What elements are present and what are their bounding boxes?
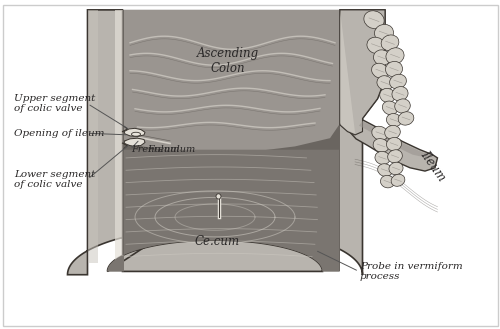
Ellipse shape	[372, 126, 388, 140]
Ellipse shape	[378, 164, 392, 176]
Polygon shape	[108, 10, 340, 271]
Ellipse shape	[375, 151, 390, 164]
Polygon shape	[68, 10, 385, 275]
Ellipse shape	[380, 89, 396, 102]
Text: Ascending
Colon: Ascending Colon	[196, 47, 258, 75]
Ellipse shape	[374, 50, 390, 65]
Polygon shape	[108, 150, 339, 271]
Ellipse shape	[372, 63, 388, 78]
Ellipse shape	[392, 87, 408, 101]
Ellipse shape	[374, 24, 394, 41]
Ellipse shape	[381, 35, 399, 51]
Text: Probe in vermiform
process: Probe in vermiform process	[360, 262, 463, 281]
Ellipse shape	[373, 139, 389, 152]
Ellipse shape	[132, 132, 140, 136]
Ellipse shape	[398, 112, 414, 125]
Polygon shape	[115, 10, 124, 263]
Ellipse shape	[391, 174, 405, 186]
Polygon shape	[340, 10, 385, 135]
Ellipse shape	[386, 138, 402, 151]
Ellipse shape	[394, 99, 410, 113]
Polygon shape	[340, 10, 355, 133]
Ellipse shape	[367, 37, 385, 54]
Ellipse shape	[382, 101, 398, 115]
Text: Upper segment
of colic valve: Upper segment of colic valve	[14, 94, 95, 113]
Text: Opening of ileum: Opening of ileum	[14, 129, 104, 138]
Text: Frenulum: Frenulum	[131, 145, 179, 154]
Ellipse shape	[389, 162, 403, 175]
Polygon shape	[124, 138, 145, 146]
Ellipse shape	[386, 62, 402, 77]
Text: Lower segment
of colic valve: Lower segment of colic valve	[14, 170, 95, 189]
Polygon shape	[359, 121, 432, 158]
Text: Frenulum: Frenulum	[148, 145, 196, 154]
Ellipse shape	[380, 175, 394, 188]
Ellipse shape	[390, 74, 406, 89]
Ellipse shape	[386, 48, 404, 64]
Polygon shape	[88, 10, 98, 263]
Text: Ileum: Ileum	[418, 148, 448, 184]
Ellipse shape	[377, 76, 393, 90]
Ellipse shape	[216, 194, 221, 199]
Polygon shape	[350, 118, 438, 171]
Polygon shape	[124, 128, 145, 137]
Ellipse shape	[384, 125, 400, 139]
Ellipse shape	[364, 11, 384, 29]
Ellipse shape	[388, 150, 402, 163]
Polygon shape	[124, 10, 339, 153]
Text: Ce.cum: Ce.cum	[195, 235, 240, 248]
Ellipse shape	[386, 114, 402, 127]
